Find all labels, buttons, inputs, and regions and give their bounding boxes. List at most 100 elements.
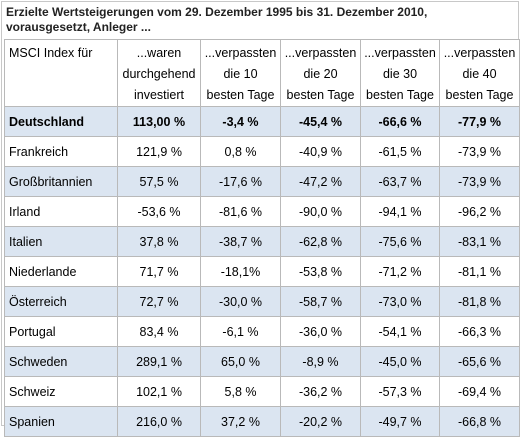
caption-line: vorausgesetzt, Anleger ... xyxy=(6,20,151,34)
header-line: ...verpassten xyxy=(364,46,436,60)
value-cell: 37,2 % xyxy=(200,406,281,437)
country-cell: Österreich xyxy=(4,286,118,317)
column-header: MSCI Index für xyxy=(4,39,118,107)
value-cell: -61,5 % xyxy=(360,136,440,167)
table-row: Großbritannien 57,5 % -17,6 % -47,2 % -6… xyxy=(4,166,520,197)
value-cell: -81,8 % xyxy=(439,286,520,317)
header-line: ...verpassten xyxy=(443,46,516,60)
country-cell: Schweiz xyxy=(4,376,118,407)
value-cell: -63,7 % xyxy=(360,166,440,197)
table-row: Schweden 289,1 % 65,0 % -8,9 % -45,0 % -… xyxy=(4,346,520,377)
country-cell: Niederlande xyxy=(4,256,118,287)
table-row: Österreich 72,7 % -30,0 % -58,7 % -73,0 … xyxy=(4,286,520,317)
value-cell: -8,9 % xyxy=(280,346,361,377)
value-cell: -83,1 % xyxy=(439,226,520,257)
value-cell: -30,0 % xyxy=(200,286,281,317)
value-cell: -36,2 % xyxy=(280,376,361,407)
column-header: ...verpassten die 10 besten Tage xyxy=(200,39,281,107)
table-body: Deutschland 113,00 % -3,4 % -45,4 % -66,… xyxy=(4,106,520,437)
table-row: Italien 37,8 % -38,7 % -62,8 % -75,6 % -… xyxy=(4,226,520,257)
table-caption: Erzielte Wertsteigerungen vom 29. Dezemb… xyxy=(6,5,516,35)
value-cell: 102,1 % xyxy=(117,376,201,407)
header-line: die 30 xyxy=(382,67,418,81)
value-cell: -45,0 % xyxy=(360,346,440,377)
value-cell: -94,1 % xyxy=(360,196,440,227)
country-cell: Frankreich xyxy=(4,136,118,167)
value-cell: -17,6 % xyxy=(200,166,281,197)
value-cell: -69,4 % xyxy=(439,376,520,407)
header-line: besten Tage xyxy=(445,88,514,102)
value-cell: -73,9 % xyxy=(439,136,520,167)
value-cell: 216,0 % xyxy=(117,406,201,437)
country-cell: Großbritannien xyxy=(4,166,118,197)
header-line: die 10 xyxy=(223,67,258,81)
column-header: ...verpassten die 40 besten Tage xyxy=(439,39,520,107)
value-cell: -18,1% xyxy=(200,256,281,287)
value-cell: 71,7 % xyxy=(117,256,201,287)
table-row: Schweiz 102,1 % 5,8 % -36,2 % -57,3 % -6… xyxy=(4,376,520,407)
header-line: ...waren xyxy=(136,46,182,60)
value-cell: 0,8 % xyxy=(200,136,281,167)
value-cell: -40,9 % xyxy=(280,136,361,167)
header-line: besten Tage xyxy=(206,88,275,102)
header-line: die 40 xyxy=(462,67,497,81)
column-header: ...verpassten die 20 besten Tage xyxy=(280,39,361,107)
header-line: ...verpassten xyxy=(284,46,357,60)
value-cell: -66,8 % xyxy=(439,406,520,437)
value-cell: -53,6 % xyxy=(117,196,201,227)
header-line: ...verpassten xyxy=(204,46,277,60)
country-cell: Schweden xyxy=(4,346,118,377)
value-cell: 5,8 % xyxy=(200,376,281,407)
value-cell: -73,0 % xyxy=(360,286,440,317)
header-line: besten Tage xyxy=(366,88,434,102)
value-cell: -96,2 % xyxy=(439,196,520,227)
value-cell: -66,6 % xyxy=(360,106,440,137)
value-cell: 121,9 % xyxy=(117,136,201,167)
header-line: MSCI Index für xyxy=(9,46,93,60)
table-row: Frankreich 121,9 % 0,8 % -40,9 % -61,5 %… xyxy=(4,136,520,167)
table-row: Spanien 216,0 % 37,2 % -20,2 % -49,7 % -… xyxy=(4,406,520,437)
country-cell: Italien xyxy=(4,226,118,257)
value-cell: -58,7 % xyxy=(280,286,361,317)
value-cell: -53,8 % xyxy=(280,256,361,287)
value-cell: 72,7 % xyxy=(117,286,201,317)
header-line: die 20 xyxy=(303,67,338,81)
table-row: Deutschland 113,00 % -3,4 % -45,4 % -66,… xyxy=(4,106,520,137)
country-cell: Deutschland xyxy=(4,106,118,137)
table-row: Niederlande 71,7 % -18,1% -53,8 % -71,2 … xyxy=(4,256,520,287)
table-row: Portugal 83,4 % -6,1 % -36,0 % -54,1 % -… xyxy=(4,316,520,347)
returns-table: MSCI Index für ...waren durchgehend inve… xyxy=(4,39,520,437)
column-header: ...verpassten die 30 besten Tage xyxy=(360,39,440,107)
table-header-row: MSCI Index für ...waren durchgehend inve… xyxy=(4,39,520,107)
header-line: investiert xyxy=(133,88,185,102)
value-cell: 57,5 % xyxy=(117,166,201,197)
value-cell: 37,8 % xyxy=(117,226,201,257)
table-row: Irland -53,6 % -81,6 % -90,0 % -94,1 % -… xyxy=(4,196,520,227)
value-cell: -36,0 % xyxy=(280,316,361,347)
country-cell: Irland xyxy=(4,196,118,227)
value-cell: 65,0 % xyxy=(200,346,281,377)
value-cell: -81,6 % xyxy=(200,196,281,227)
value-cell: -65,6 % xyxy=(439,346,520,377)
value-cell: -62,8 % xyxy=(280,226,361,257)
value-cell: -57,3 % xyxy=(360,376,440,407)
value-cell: 83,4 % xyxy=(117,316,201,347)
value-cell: -38,7 % xyxy=(200,226,281,257)
value-cell: -47,2 % xyxy=(280,166,361,197)
value-cell: 113,00 % xyxy=(117,106,201,137)
country-cell: Portugal xyxy=(4,316,118,347)
value-cell: -90,0 % xyxy=(280,196,361,227)
value-cell: -20,2 % xyxy=(280,406,361,437)
value-cell: -75,6 % xyxy=(360,226,440,257)
value-cell: -45,4 % xyxy=(280,106,361,137)
value-cell: -6,1 % xyxy=(200,316,281,347)
value-cell: -66,3 % xyxy=(439,316,520,347)
column-header: ...waren durchgehend investiert xyxy=(117,39,201,107)
value-cell: -77,9 % xyxy=(439,106,520,137)
value-cell: -49,7 % xyxy=(360,406,440,437)
value-cell: -3,4 % xyxy=(200,106,281,137)
country-cell: Spanien xyxy=(4,406,118,437)
header-line: besten Tage xyxy=(286,88,355,102)
value-cell: -73,9 % xyxy=(439,166,520,197)
